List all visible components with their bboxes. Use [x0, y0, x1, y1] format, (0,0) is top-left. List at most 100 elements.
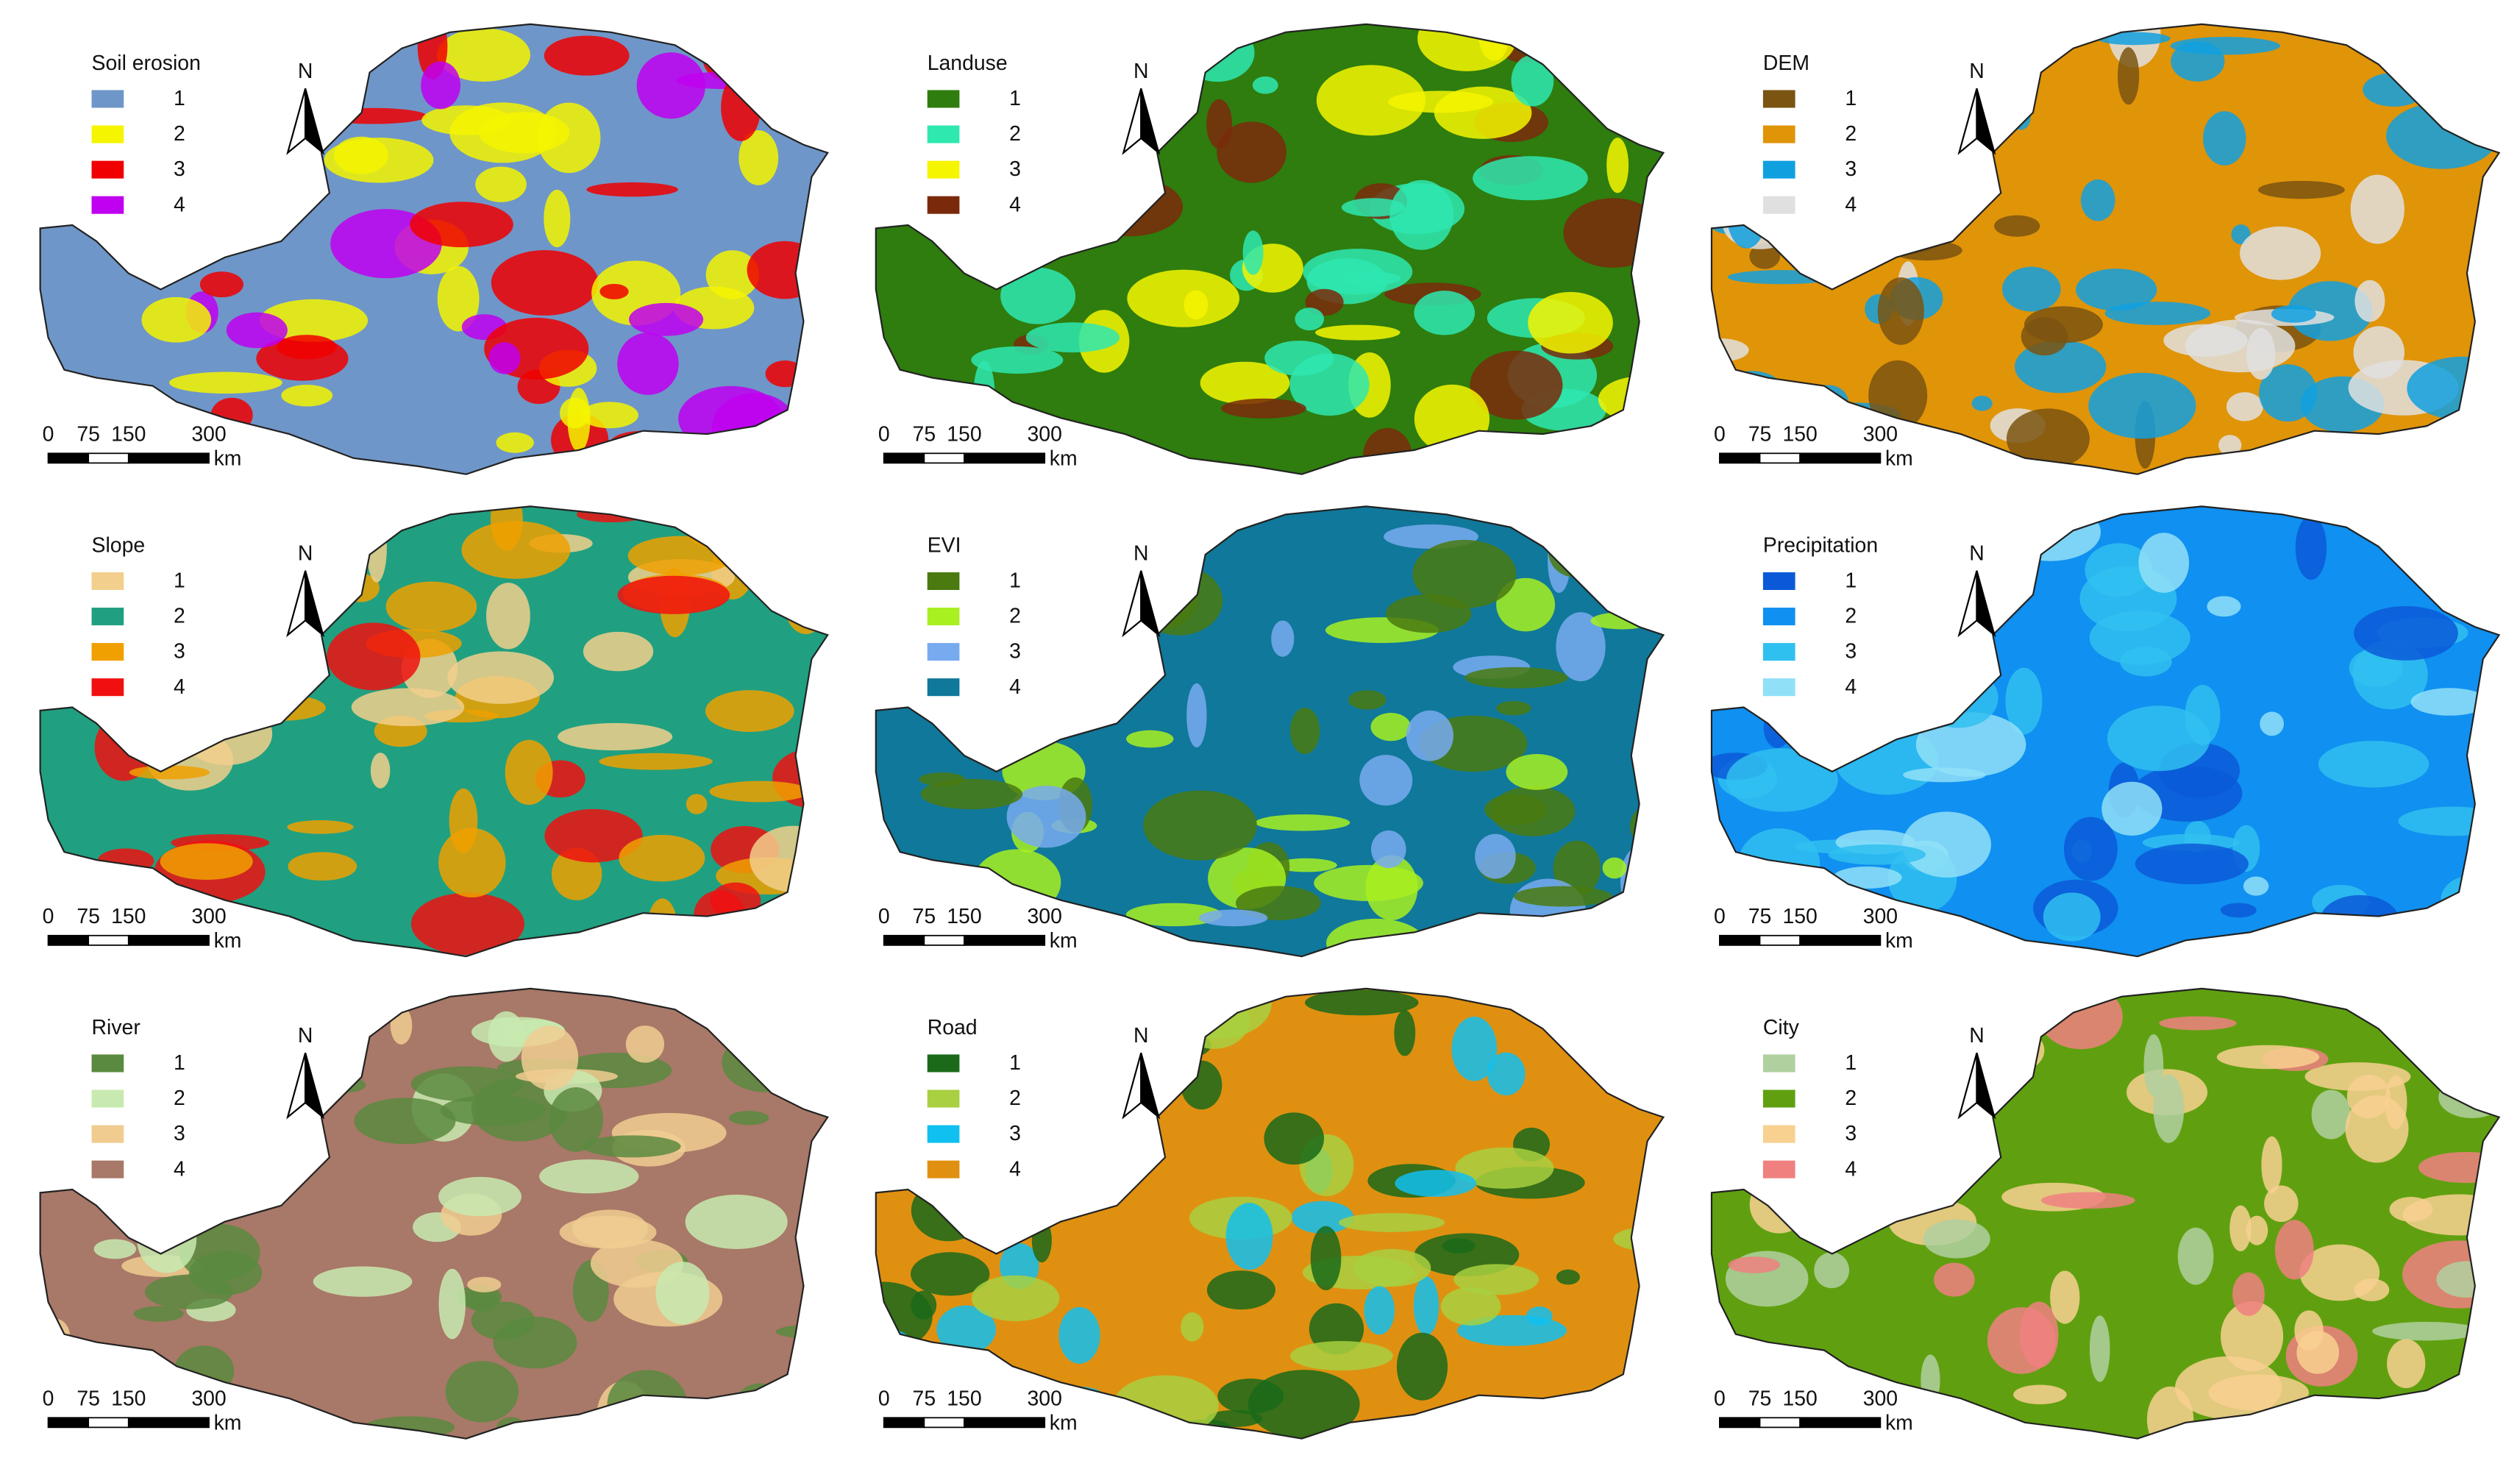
map-patch	[272, 1038, 302, 1052]
map-patch	[783, 574, 828, 621]
legend-label: 2	[174, 605, 185, 628]
map-outline	[875, 505, 1665, 958]
map-patch	[1711, 626, 1774, 689]
map-patch	[2295, 515, 2327, 580]
map-patch	[2097, 32, 2171, 46]
map-patch	[764, 540, 828, 586]
legend-label: 2	[1009, 122, 1021, 146]
legend-label: 2	[174, 1087, 185, 1110]
legend-label: 1	[1845, 1051, 1857, 1075]
map-patch	[1075, 177, 1184, 237]
scale-segment	[127, 452, 210, 464]
map-patch	[1606, 138, 1629, 193]
scale-segment	[1799, 934, 1882, 946]
map-patch	[436, 28, 531, 82]
scale-label: 0	[43, 423, 54, 447]
map-patch	[971, 1275, 1060, 1322]
map-patch	[1487, 1052, 1526, 1096]
map-patch	[288, 852, 357, 881]
map-patch	[2288, 281, 2373, 341]
map-patch	[544, 808, 643, 863]
map-patch	[488, 1011, 525, 1062]
scale-label: 150	[1782, 1387, 1817, 1411]
map-patch	[1019, 58, 1071, 109]
map-patch	[1818, 1027, 1884, 1048]
map-patch	[1047, 78, 1141, 109]
legend-swatch	[927, 643, 960, 661]
map-patch	[711, 393, 797, 462]
map-patch	[2318, 741, 2430, 788]
map-patch	[1396, 1332, 1448, 1401]
map-patch	[1275, 858, 1337, 872]
north-arrow-right	[305, 570, 325, 638]
north-arrow-left	[1122, 88, 1142, 155]
map-patch	[706, 29, 813, 54]
scale-label: 0	[1714, 905, 1726, 928]
map-patch	[1206, 1409, 1262, 1428]
scale-label: 150	[947, 423, 981, 447]
map-patch	[1814, 1252, 1850, 1289]
legend-swatch	[927, 1054, 960, 1073]
map-patch	[2153, 1074, 2185, 1143]
legend-label: 1	[174, 569, 185, 593]
map-patch	[1868, 360, 1928, 430]
map-patch	[1080, 45, 1136, 83]
scale-unit: km	[1050, 1411, 1078, 1434]
map-patch	[1513, 886, 1612, 907]
map-patch	[2274, 1220, 2314, 1280]
map-patch	[1884, 988, 1959, 1041]
scale-label: 75	[913, 905, 936, 928]
map-patch	[1386, 594, 1472, 633]
legend-label: 3	[1845, 1122, 1857, 1145]
map-patch	[1866, 172, 1946, 235]
scale-segment	[1719, 1417, 1761, 1429]
scale-label: 0	[878, 1387, 890, 1411]
map-patch	[437, 266, 480, 332]
map-patch	[179, 1223, 260, 1281]
map-patch	[438, 1176, 522, 1217]
map-patch	[505, 739, 553, 806]
map-patch	[1058, 1306, 1100, 1364]
map-patch	[1180, 24, 1255, 82]
map-patch	[2024, 306, 2103, 344]
map-patch	[1125, 903, 1222, 927]
map-patch	[1581, 1010, 1664, 1053]
map-patch	[599, 753, 713, 770]
north-label: N	[1133, 541, 1149, 565]
map-patch	[1832, 867, 1902, 889]
north-arrow-left	[1957, 570, 1978, 638]
map-patch	[1898, 607, 1958, 670]
map-patch	[2163, 324, 2248, 357]
map-patch	[1066, 605, 1109, 657]
map-patch	[1455, 1147, 1554, 1189]
map-patch	[2000, 506, 2101, 561]
scale-segment	[923, 452, 965, 464]
legend-swatch	[91, 160, 124, 179]
map-patch	[1548, 526, 1600, 577]
legend-swatch	[927, 1089, 960, 1108]
map-patch	[580, 402, 638, 429]
legend-label: 2	[1009, 1087, 1021, 1110]
map-patch	[1200, 361, 1290, 405]
map-patch	[2449, 884, 2499, 945]
map-patch	[1047, 46, 1071, 65]
map-patch	[936, 1305, 996, 1354]
map-patch	[647, 898, 677, 953]
map-patch	[2436, 1261, 2497, 1298]
north-arrow-left	[286, 570, 307, 638]
scale-segment	[1719, 452, 1761, 464]
map-patch	[421, 61, 460, 110]
legend-swatch	[91, 608, 124, 626]
legend-swatch	[1762, 90, 1795, 108]
north-arrow-right	[1140, 1052, 1161, 1120]
map-patch	[1749, 1176, 1809, 1234]
map-patch	[1563, 198, 1663, 268]
map-outline	[1710, 987, 2501, 1440]
map-patch	[1726, 748, 1838, 812]
scale-segment	[47, 934, 90, 946]
legend-label: 1	[1009, 1051, 1021, 1075]
map-patch	[722, 1032, 808, 1092]
legend-label: 4	[1009, 1157, 1021, 1181]
